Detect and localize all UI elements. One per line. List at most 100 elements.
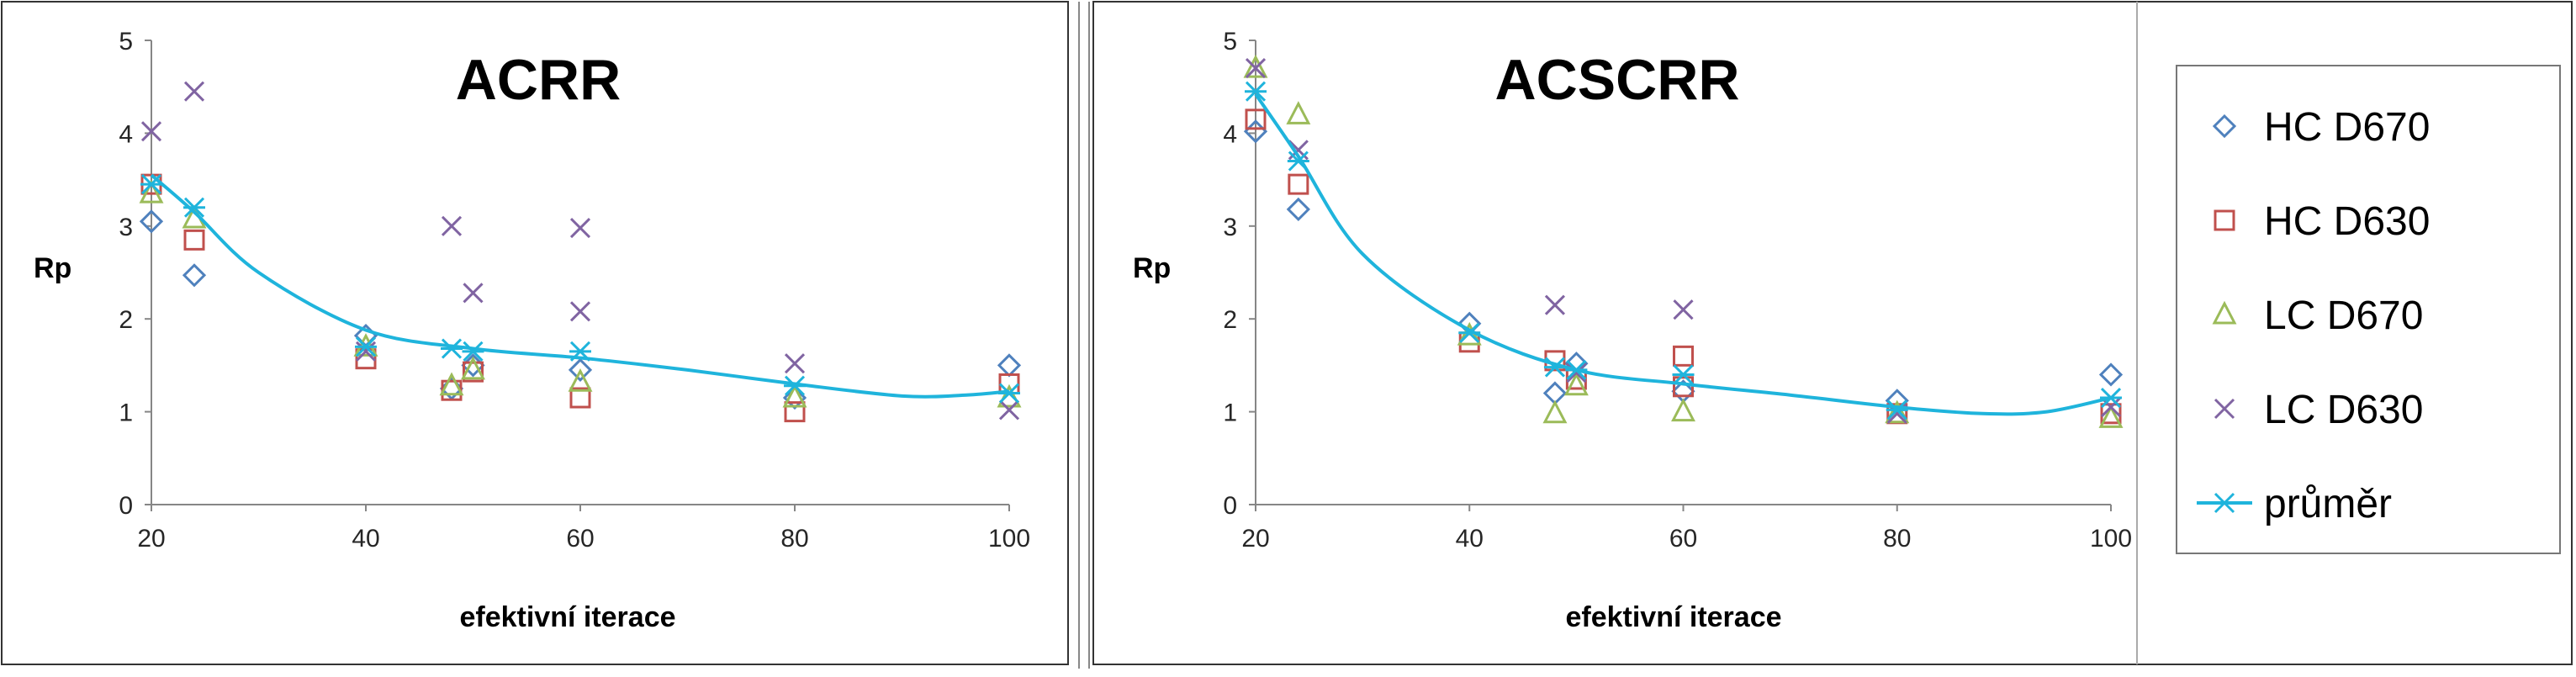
y-tick-label: 2 bbox=[1223, 306, 1237, 334]
data-point bbox=[463, 283, 484, 304]
x-axis-label: efektivní iterace bbox=[459, 601, 675, 633]
y-tick-label: 5 bbox=[119, 28, 133, 56]
data-point bbox=[1565, 359, 1588, 380]
y-tick-label: 4 bbox=[1223, 120, 1237, 148]
data-point bbox=[1245, 81, 1267, 102]
data-point bbox=[1563, 372, 1589, 396]
data-point bbox=[1885, 399, 1910, 424]
data-point bbox=[1286, 101, 1311, 124]
data-point bbox=[784, 353, 806, 374]
data-point bbox=[569, 387, 591, 409]
y-tick-label: 4 bbox=[119, 120, 133, 148]
data-point bbox=[1671, 398, 1695, 422]
panel-frame-left bbox=[1, 1, 1069, 665]
legend-marker bbox=[2212, 300, 2237, 325]
data-point bbox=[439, 372, 464, 396]
y-tick-label: 5 bbox=[1223, 28, 1237, 56]
legend-item: HC D630 bbox=[2214, 199, 2430, 244]
data-point bbox=[1243, 54, 1268, 78]
data-point bbox=[1245, 58, 1267, 79]
x-tick-label: 80 bbox=[1883, 525, 1911, 553]
chart-title: ACRR bbox=[456, 48, 621, 112]
y-tick-label: 1 bbox=[119, 399, 133, 427]
data-point bbox=[183, 229, 205, 251]
y-axis-label: Rp bbox=[34, 252, 71, 284]
legend-label: průměr bbox=[2264, 482, 2392, 526]
data-point bbox=[784, 401, 806, 423]
y-tick-label: 1 bbox=[1223, 399, 1237, 427]
data-point bbox=[1286, 197, 1310, 222]
y-axis-label: Rp bbox=[1133, 252, 1171, 284]
legend-box bbox=[2176, 65, 2561, 554]
data-point bbox=[784, 375, 806, 396]
legend-item: LC D630 bbox=[2214, 388, 2423, 432]
data-point bbox=[1542, 399, 1568, 424]
data-point bbox=[1544, 294, 1566, 315]
legend-label: LC D630 bbox=[2264, 388, 2423, 432]
data-point bbox=[569, 217, 591, 239]
x-tick-label: 100 bbox=[988, 525, 1030, 553]
x-tick-label: 20 bbox=[137, 525, 165, 553]
chart-acrr: ACRR Rp efektivní iterace 0 1 2 3 4 5 20 40 60 80… bbox=[34, 28, 1030, 633]
data-point bbox=[139, 179, 164, 204]
legend-item: LC D670 bbox=[2212, 294, 2423, 338]
x-tick-label: 80 bbox=[780, 525, 808, 553]
x-tick-label: 20 bbox=[1241, 525, 1269, 553]
y-tick-label: 2 bbox=[119, 306, 133, 334]
data-point bbox=[1566, 362, 1587, 383]
data-point bbox=[782, 385, 807, 410]
data-point bbox=[2098, 405, 2124, 428]
x-tick-label: 100 bbox=[2090, 525, 2132, 553]
data-point bbox=[183, 197, 205, 218]
series-lc-d670 bbox=[139, 179, 1022, 408]
series-pr-m-r bbox=[140, 173, 1020, 404]
data-point bbox=[997, 353, 1022, 378]
legend-marker bbox=[2214, 209, 2235, 231]
data-point bbox=[355, 341, 377, 362]
data-point bbox=[569, 341, 591, 362]
data-point bbox=[139, 209, 164, 234]
data-point bbox=[568, 368, 593, 392]
data-point bbox=[1673, 376, 1694, 398]
y-tick-label: 3 bbox=[119, 214, 133, 241]
data-point bbox=[461, 356, 485, 380]
legend-label: LC D670 bbox=[2264, 294, 2423, 338]
data-point bbox=[1673, 299, 1694, 320]
series-hc-d630 bbox=[140, 173, 1020, 423]
data-point bbox=[782, 383, 807, 408]
data-point bbox=[355, 336, 377, 357]
data-point bbox=[140, 121, 162, 142]
trend-line bbox=[150, 173, 1010, 399]
series-pr-m-r bbox=[1245, 81, 2122, 420]
series-lc-d670 bbox=[1243, 54, 2124, 428]
legend-label: HC D630 bbox=[2264, 199, 2430, 244]
trend-line bbox=[1254, 93, 2112, 416]
data-point bbox=[1673, 345, 1694, 367]
chart-title: ACSCRR bbox=[1495, 48, 1740, 112]
series-hc-d670 bbox=[139, 209, 1022, 410]
data-point bbox=[2100, 403, 2122, 425]
chart-acscrr: ACSCRR Rp efektivní iterace 0 1 2 3 4 5 20 40 60… bbox=[1133, 28, 2132, 633]
data-point bbox=[1543, 357, 1566, 378]
y-tick-label: 0 bbox=[119, 492, 133, 520]
legend-marker bbox=[2214, 492, 2235, 514]
series-lc-d630 bbox=[140, 81, 1020, 420]
x-tick-label: 40 bbox=[352, 525, 379, 553]
legend-marker bbox=[2214, 398, 2235, 420]
data-point bbox=[1288, 173, 1309, 195]
y-tick-label: 0 bbox=[1223, 492, 1237, 520]
x-tick-label: 60 bbox=[566, 525, 594, 553]
legend: HC D670 HC D630 LC D670 LC D630 průměr bbox=[2176, 65, 2561, 554]
data-point bbox=[998, 399, 1020, 420]
y-tick-label: 3 bbox=[1223, 214, 1237, 241]
data-point bbox=[140, 174, 162, 195]
legend-item: průměr bbox=[2197, 482, 2392, 526]
data-point bbox=[1672, 364, 1695, 385]
legend-label: HC D670 bbox=[2264, 105, 2430, 150]
data-point bbox=[569, 301, 591, 322]
data-point bbox=[183, 81, 205, 102]
data-point bbox=[355, 348, 377, 370]
data-point bbox=[998, 383, 1020, 404]
data-point bbox=[462, 341, 484, 362]
